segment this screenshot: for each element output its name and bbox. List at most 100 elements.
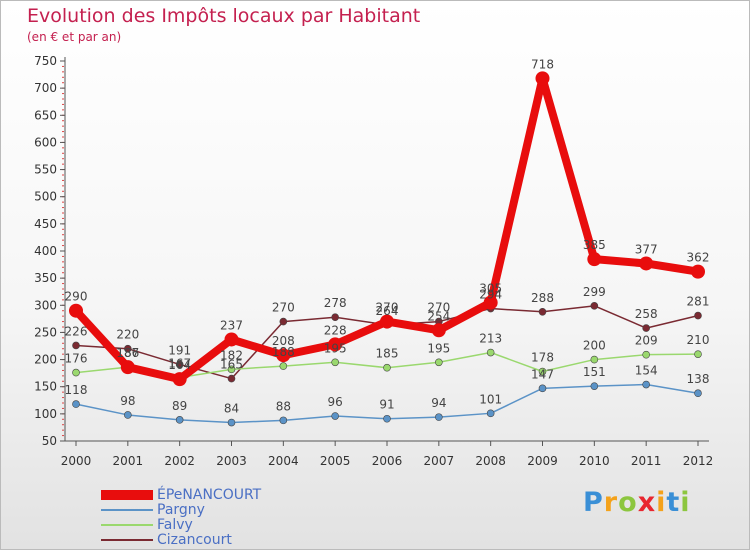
- data-label: 195: [324, 341, 347, 355]
- data-label: 182: [220, 348, 243, 362]
- data-point: [642, 324, 650, 332]
- x-tick-label: 2008: [475, 454, 506, 468]
- data-label: 258: [635, 307, 658, 321]
- data-label: 191: [168, 343, 191, 357]
- legend-swatch: [101, 524, 153, 526]
- y-tick-label: 50: [42, 434, 57, 448]
- legend-swatch: [101, 539, 153, 541]
- data-point: [124, 344, 132, 353]
- legend-label: Cizancourt: [157, 532, 232, 548]
- y-tick-label: 450: [34, 217, 57, 231]
- data-label: 278: [324, 296, 347, 310]
- data-label: 385: [583, 238, 606, 252]
- data-point: [331, 412, 339, 420]
- data-point: [72, 368, 80, 377]
- data-point: [175, 416, 184, 424]
- logo-letter: i: [656, 487, 667, 518]
- data-label: 270: [272, 301, 295, 315]
- legend-item: Cizancourt: [101, 532, 232, 548]
- data-label: 305: [479, 282, 502, 296]
- chart-title: Evolution des Impôts locaux par Habitant: [27, 5, 421, 27]
- data-label: 187: [116, 346, 139, 360]
- data-point: [124, 411, 132, 419]
- data-label: 176: [65, 352, 88, 366]
- series-line-épenancourt: [73, 74, 699, 384]
- data-label: 294: [479, 288, 502, 302]
- data-point: [694, 311, 702, 320]
- data-point: [69, 303, 83, 318]
- data-point: [279, 317, 288, 326]
- data-point: [383, 414, 391, 423]
- data-point: [538, 307, 547, 316]
- data-point: [538, 367, 547, 376]
- data-label: 165: [220, 358, 243, 372]
- data-point: [380, 314, 394, 329]
- legend-label: Pargny: [157, 502, 205, 518]
- data-label: 186: [116, 346, 139, 360]
- x-tick-label: 2001: [113, 454, 144, 468]
- data-point: [72, 400, 80, 408]
- data-label: 290: [65, 290, 88, 304]
- data-label: 208: [272, 334, 295, 348]
- data-label: 96: [328, 395, 343, 409]
- y-tick-label: 100: [34, 407, 57, 421]
- y-tick-label: 200: [34, 353, 57, 367]
- data-label: 154: [635, 364, 658, 378]
- data-point: [276, 348, 291, 363]
- data-point: [383, 363, 391, 372]
- data-label: 210: [687, 333, 710, 347]
- data-point: [224, 332, 239, 347]
- x-tick-label: 2003: [216, 454, 247, 468]
- data-label: 89: [172, 399, 187, 413]
- data-label: 209: [635, 334, 658, 348]
- data-point: [331, 358, 339, 367]
- y-tick-label: 650: [34, 108, 57, 122]
- data-point: [694, 350, 702, 358]
- x-tick-label: 2002: [164, 454, 195, 468]
- y-tick-label: 500: [34, 190, 57, 204]
- data-label: 91: [379, 398, 394, 412]
- legend-label: ÉPeNANCOURT: [157, 487, 262, 503]
- legend-item: ÉPeNANCOURT: [101, 487, 262, 503]
- data-point: [172, 372, 187, 387]
- logo-letter: r: [603, 487, 619, 518]
- data-label: 377: [635, 242, 658, 256]
- data-point: [227, 418, 236, 427]
- data-label: 164: [168, 358, 191, 372]
- data-label: 94: [431, 396, 446, 410]
- data-label: 98: [120, 394, 135, 408]
- legend-label: Falvy: [157, 517, 193, 533]
- data-label: 101: [479, 392, 502, 406]
- data-label: 151: [583, 365, 606, 379]
- data-label: 147: [531, 367, 554, 381]
- legend-item: Pargny: [101, 502, 205, 518]
- data-point: [639, 256, 654, 271]
- data-point: [642, 380, 650, 389]
- y-tick-label: 600: [34, 135, 57, 149]
- x-tick-label: 2006: [372, 454, 403, 468]
- x-tick-label: 2004: [268, 454, 299, 468]
- logo-letter: i: [680, 487, 691, 518]
- legend-swatch: [101, 490, 153, 500]
- data-label: 281: [687, 295, 710, 309]
- data-point: [642, 350, 650, 359]
- y-tick-label: 400: [34, 244, 57, 258]
- data-point: [486, 348, 495, 357]
- data-label: 178: [531, 351, 554, 365]
- data-point: [431, 323, 446, 338]
- data-label: 195: [427, 341, 450, 355]
- data-point: [486, 409, 495, 418]
- proxiti-logo: Proxiti: [583, 487, 691, 518]
- x-tick-label: 2012: [683, 454, 714, 468]
- data-label: 213: [479, 332, 502, 346]
- data-label: 718: [531, 57, 554, 71]
- logo-letter: x: [637, 487, 657, 518]
- chart-subtitle: (en € et par an): [27, 30, 122, 44]
- data-point: [328, 337, 343, 352]
- data-label: 188: [272, 345, 295, 359]
- data-point: [538, 384, 547, 393]
- data-label: 299: [583, 285, 606, 299]
- x-tick-label: 2000: [61, 454, 92, 468]
- logo-letter: P: [583, 487, 604, 518]
- data-point: [590, 302, 599, 310]
